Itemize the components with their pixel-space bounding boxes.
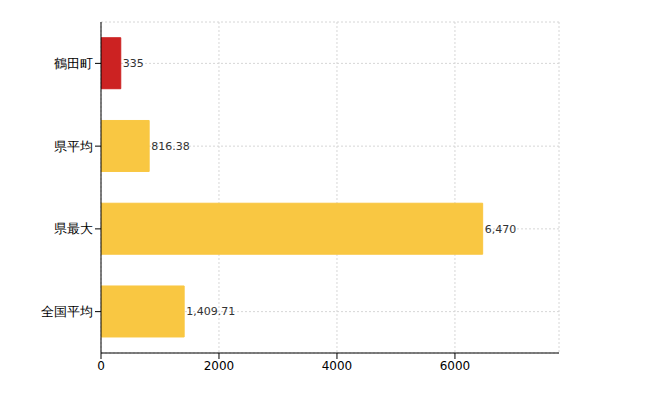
svg-text:0: 0 [97, 359, 105, 373]
svg-text:1,409.71: 1,409.71 [186, 305, 235, 318]
svg-text:2000: 2000 [204, 359, 235, 373]
svg-text:県最大: 県最大 [54, 221, 93, 236]
svg-text:816.38: 816.38 [151, 140, 190, 153]
svg-text:4000: 4000 [322, 359, 353, 373]
svg-text:6000: 6000 [440, 359, 471, 373]
svg-text:335: 335 [123, 57, 144, 70]
svg-text:県平均: 県平均 [54, 139, 93, 154]
svg-text:全国平均: 全国平均 [41, 304, 93, 319]
svg-text:6,470: 6,470 [485, 223, 516, 236]
svg-text:鶴田町: 鶴田町 [54, 56, 93, 71]
